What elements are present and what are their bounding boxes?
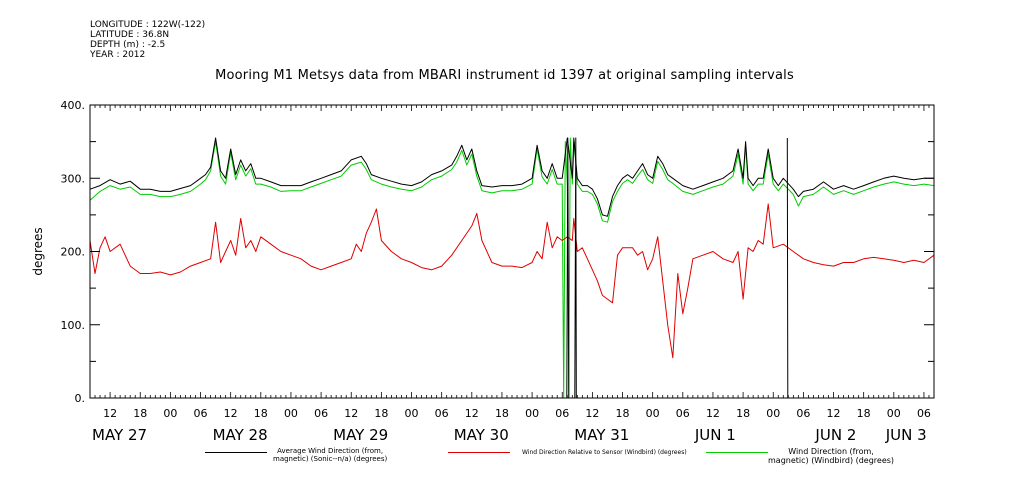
x-hour-label: 06 <box>796 407 810 420</box>
x-hour-label: 06 <box>917 407 931 420</box>
x-hour-label: 18 <box>374 407 388 420</box>
legend-label-relative-wind-direction: Wind Direction Relative to Sensor (Windb… <box>522 449 687 457</box>
legend-text-line: magnetic) (Sonic--n/a) (degrees) <box>273 455 388 463</box>
x-hour-label: 06 <box>676 407 690 420</box>
legend-swatch-windbird-direction <box>706 452 768 453</box>
chart-title: Mooring M1 Metsys data from MBARI instru… <box>215 68 794 83</box>
metadata-block: LONGITUDE : 122W(-122) LATITUDE : 36.8N … <box>90 20 205 60</box>
y-tick-label: 0. <box>75 392 86 405</box>
x-hour-label: 12 <box>103 407 117 420</box>
x-day-label: JUN 3 <box>885 426 927 444</box>
x-hour-label: 18 <box>736 407 750 420</box>
x-hour-label: 18 <box>616 407 630 420</box>
x-hour-label: 00 <box>887 407 901 420</box>
x-hour-label: 12 <box>465 407 479 420</box>
legend-swatch-relative-wind-direction <box>448 452 510 453</box>
x-hour-label: 00 <box>525 407 539 420</box>
legend-text-line: magnetic) (Windbird) (degrees) <box>768 456 895 465</box>
chart-legend: Average Wind Direction (from, magnetic) … <box>0 446 1009 470</box>
x-hour-label: 12 <box>827 407 841 420</box>
x-hour-label: 18 <box>495 407 509 420</box>
legend-text-line: Wind Direction Relative to Sensor (Windb… <box>522 449 687 456</box>
x-day-label: MAY 29 <box>333 426 388 444</box>
legend-text-line: Wind Direction (from, <box>788 447 874 456</box>
meta-year: YEAR : 2012 <box>90 50 146 60</box>
x-day-label: JUN 2 <box>814 426 856 444</box>
x-hour-label: 06 <box>314 407 328 420</box>
meta-latitude: LATITUDE : 36.8N <box>90 30 170 40</box>
x-hour-label: 12 <box>344 407 358 420</box>
legend-label-windbird-direction: Wind Direction (from, magnetic) (Windbir… <box>768 447 894 465</box>
x-day-label: MAY 27 <box>92 426 147 444</box>
legend-text-line: Average Wind Direction (from, <box>277 447 384 455</box>
y-axis-label: degrees <box>31 227 45 275</box>
x-hour-label: 00 <box>646 407 660 420</box>
legend-label-average-wind-direction: Average Wind Direction (from, magnetic) … <box>273 447 387 463</box>
x-day-label: MAY 28 <box>213 426 268 444</box>
x-day-label: JUN 1 <box>694 426 736 444</box>
x-hour-label: 06 <box>435 407 449 420</box>
meta-longitude: LONGITUDE : 122W(-122) <box>90 20 206 30</box>
y-tick-label: 100. <box>61 319 86 332</box>
x-hour-label: 06 <box>555 407 569 420</box>
series-line-2 <box>89 137 935 399</box>
x-hour-label: 12 <box>224 407 238 420</box>
x-hour-label: 12 <box>706 407 720 420</box>
x-hour-label: 12 <box>585 407 599 420</box>
x-hour-label: 18 <box>857 407 871 420</box>
x-hour-label: 18 <box>133 407 147 420</box>
x-hour-label: 18 <box>254 407 268 420</box>
x-day-label: MAY 30 <box>454 426 509 444</box>
series-line-0 <box>89 137 934 217</box>
meta-depth: DEPTH (m) : -2.5 <box>90 40 166 50</box>
x-hour-label: 00 <box>405 407 419 420</box>
y-tick-label: 200. <box>61 246 86 259</box>
y-tick-label: 400. <box>61 99 86 112</box>
x-hour-label: 00 <box>163 407 177 420</box>
series-line-1 <box>89 203 935 359</box>
x-hour-label: 00 <box>284 407 298 420</box>
y-tick-label: 300. <box>61 172 86 185</box>
x-hour-label: 06 <box>194 407 208 420</box>
x-day-label: MAY 31 <box>574 426 629 444</box>
series-line-4 <box>786 137 789 399</box>
x-hour-label: 00 <box>766 407 780 420</box>
legend-swatch-average-wind-direction <box>205 452 267 453</box>
